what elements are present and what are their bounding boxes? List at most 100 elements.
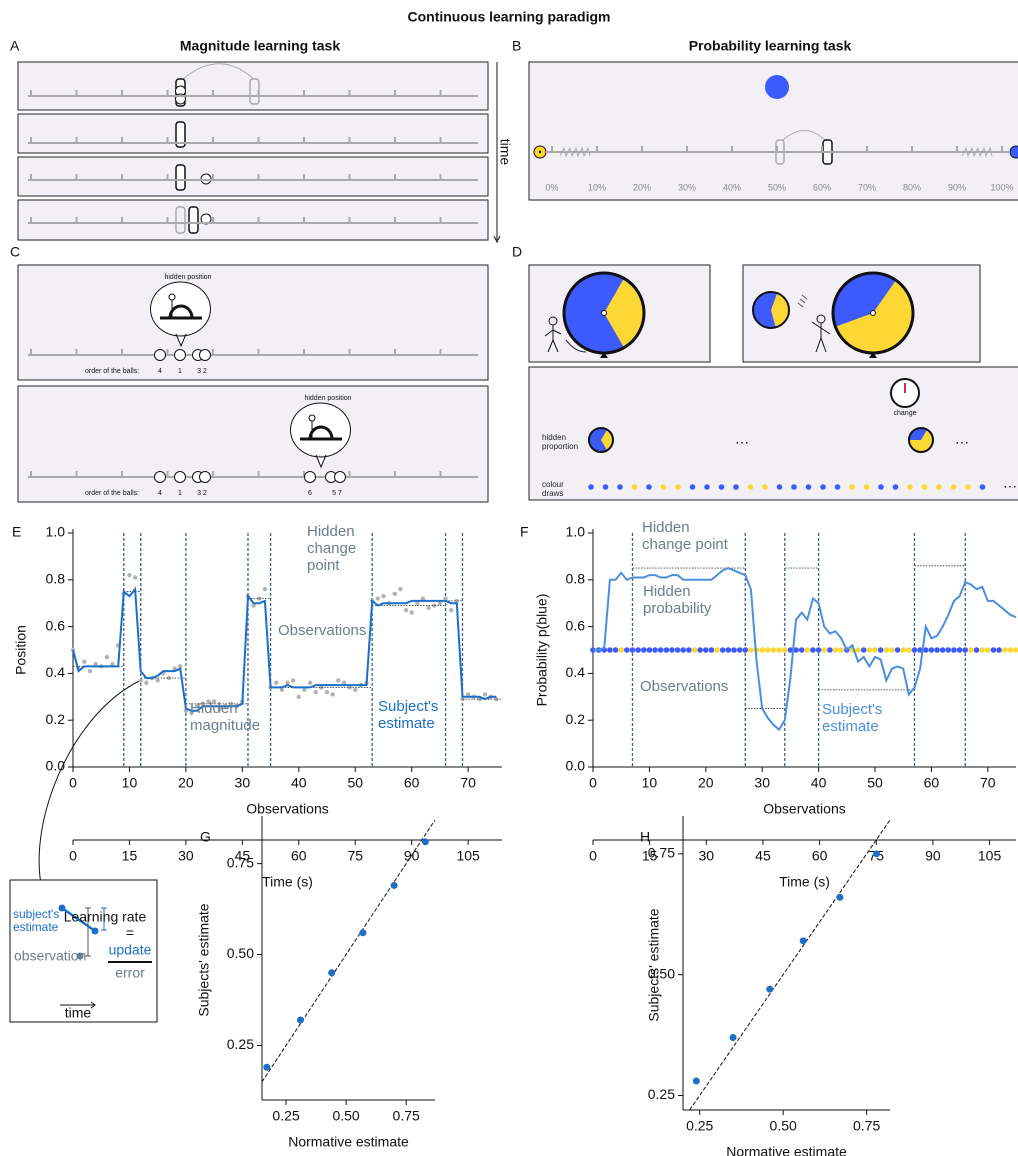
draw-dot	[878, 484, 884, 490]
draw-dot	[806, 484, 812, 490]
observation	[861, 647, 867, 653]
y-tick-label: 0.25	[227, 1036, 254, 1052]
x-tick-label: 70	[460, 775, 476, 791]
order-number: 1	[178, 368, 182, 375]
panel-a	[18, 62, 500, 242]
x-axis-label: Observations	[763, 801, 845, 817]
observation	[912, 647, 918, 653]
panel-c	[18, 265, 488, 502]
observation	[934, 647, 940, 653]
y-tick-label: 0.6	[46, 617, 66, 633]
series-label: Observations	[278, 622, 398, 639]
scale-label: 70%	[858, 182, 876, 192]
observation	[726, 647, 732, 653]
y-tick-label: 0.8	[566, 571, 586, 587]
y-axis-label: Probability p(blue)	[534, 594, 550, 707]
y-tick-label: 0.6	[566, 617, 586, 633]
y-tick-label: 0.2	[566, 711, 586, 727]
blue-end	[1010, 146, 1018, 158]
point	[800, 937, 807, 944]
frame	[18, 386, 488, 502]
observation	[810, 647, 816, 653]
draw-dot	[632, 484, 638, 490]
draw-dot	[907, 484, 913, 490]
observation	[127, 573, 131, 577]
colour-draws-label: colour draws	[542, 480, 572, 498]
series-label: Subject's estimate	[822, 701, 902, 735]
series-label: Hidden probability	[643, 583, 738, 617]
observation	[991, 647, 997, 653]
draw-dot	[733, 484, 739, 490]
x-tick-label: 40	[811, 775, 827, 791]
bucket	[189, 207, 198, 233]
series-label: Subject's estimate	[378, 698, 458, 732]
observation	[144, 681, 148, 685]
x-tick-label: 20	[698, 775, 714, 791]
draw-dot	[762, 484, 768, 490]
observation	[833, 647, 839, 653]
observation	[647, 647, 653, 653]
time-tick-label: 30	[699, 848, 715, 864]
observation	[675, 647, 681, 653]
point	[766, 986, 773, 993]
observation-label: observation	[14, 948, 86, 964]
y-tick-label: 0.8	[46, 571, 66, 587]
observation	[703, 647, 709, 653]
observation	[652, 647, 658, 653]
observation	[709, 647, 715, 653]
observation	[838, 647, 844, 653]
draw-dot	[922, 484, 928, 490]
point	[263, 1064, 270, 1071]
point	[836, 894, 843, 901]
observation	[946, 647, 952, 653]
series-label: Hidden magnitude	[190, 700, 270, 734]
bucket	[176, 165, 185, 190]
point	[328, 969, 335, 976]
observation	[680, 647, 686, 653]
point	[693, 1078, 700, 1085]
observation	[771, 647, 777, 653]
hidden-proportion-label: hidden proportion	[542, 433, 582, 451]
observation	[951, 647, 957, 653]
draw-dot	[965, 484, 971, 490]
x-tick-label: 0.75	[393, 1108, 420, 1124]
observation	[330, 692, 334, 696]
observation	[1013, 647, 1018, 653]
y-tick-label: 0.25	[648, 1086, 675, 1102]
x-tick-label: 60	[924, 775, 940, 791]
estimate-label: subject's estimate	[13, 908, 63, 934]
observation	[742, 647, 748, 653]
draw-dot	[661, 484, 667, 490]
scale-label: 20%	[633, 182, 651, 192]
x-tick-label: 50	[347, 775, 363, 791]
panel-title: Magnitude learning task	[180, 38, 340, 54]
order-number: 1	[178, 490, 182, 497]
scale-label: 0%	[545, 182, 558, 192]
time-tick-label: 60	[812, 848, 828, 864]
scale-label: 40%	[723, 182, 741, 192]
observation	[765, 647, 771, 653]
x-tick-label: 20	[178, 775, 194, 791]
inset-title: Learning rate	[64, 909, 147, 925]
observation	[940, 647, 946, 653]
observation	[748, 647, 754, 653]
observation	[88, 669, 92, 673]
change-point-label: Hidden change point	[642, 519, 737, 553]
observation	[274, 681, 278, 685]
ellipsis: ···	[735, 434, 749, 450]
observation	[686, 647, 692, 653]
x-tick-label: 40	[291, 775, 307, 791]
observation	[872, 647, 878, 653]
panel-label: G	[200, 829, 211, 845]
denominator: error	[115, 965, 145, 981]
x-tick-label: 50	[867, 775, 883, 791]
point	[730, 1034, 737, 1041]
x-tick-label: 10	[642, 775, 658, 791]
frame	[18, 265, 488, 380]
observation	[664, 647, 670, 653]
observation	[782, 647, 788, 653]
draw-dot	[893, 484, 899, 490]
y-axis-label: Subjects' estimate	[646, 908, 662, 1021]
time-tick-label: 60	[291, 848, 307, 864]
equals: =	[126, 925, 134, 941]
